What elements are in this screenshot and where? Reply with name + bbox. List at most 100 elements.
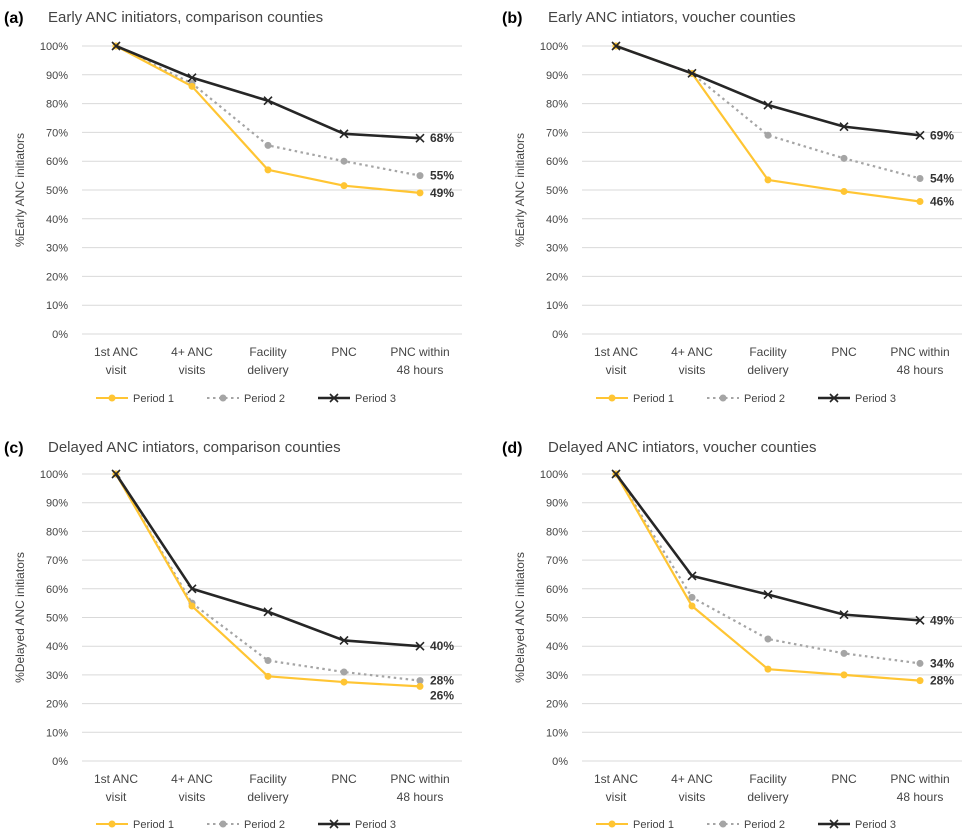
y-tick-label: 80% (46, 99, 68, 111)
y-tick-label: 0% (52, 756, 68, 768)
legend-item-period-3: Period 3 (318, 819, 396, 831)
legend-marker (329, 393, 339, 403)
y-tick-label: 30% (546, 243, 568, 255)
y-tick-label: 30% (46, 243, 68, 255)
y-tick-label: 100% (40, 469, 68, 481)
data-label: 28% (430, 674, 454, 688)
legend-item-period-2: Period 2 (707, 393, 785, 405)
data-point (416, 189, 424, 197)
legend-label: Period 2 (744, 819, 785, 831)
data-point (264, 672, 272, 680)
legend: Period 1 Period 2 Period 3 (596, 819, 896, 831)
legend-marker (829, 393, 839, 403)
data-point (264, 657, 272, 665)
data-label: 54% (930, 171, 954, 185)
y-tick-label: 20% (46, 271, 68, 283)
x-tick-label: PNC (831, 345, 857, 359)
y-tick-label: 50% (46, 185, 68, 197)
legend-item-period-2: Period 2 (707, 819, 785, 831)
x-tick-label: Facility delivery (747, 772, 788, 804)
y-tick-label: 70% (546, 127, 568, 139)
data-point (263, 607, 273, 617)
y-tick-label: 40% (46, 641, 68, 653)
data-label: 40% (430, 639, 454, 653)
legend-marker (608, 394, 616, 402)
data-point (339, 129, 349, 139)
data-point (263, 96, 273, 106)
y-tick-label: 60% (46, 156, 68, 168)
y-tick-label: 100% (540, 469, 568, 481)
data-point (763, 100, 773, 110)
y-tick-label: 70% (546, 555, 568, 567)
y-tick-label: 90% (546, 70, 568, 82)
y-tick-label: 10% (546, 727, 568, 739)
legend-label: Period 3 (355, 819, 396, 831)
y-tick-label: 90% (46, 498, 68, 510)
series-line (615, 44, 921, 180)
data-point (340, 678, 348, 686)
data-point (187, 584, 197, 594)
data-point (687, 68, 697, 78)
series-2 (612, 470, 924, 667)
data-point (415, 133, 425, 143)
x-tick-label: PNC within 48 hours (390, 772, 449, 804)
y-tick-label: 10% (546, 300, 568, 312)
series-3 (111, 469, 425, 651)
y-tick-label: 50% (546, 185, 568, 197)
chart-title: Early ANC initiators, comparison countie… (48, 9, 323, 26)
series-1 (112, 42, 424, 197)
data-point (187, 73, 197, 83)
y-tick-label: 70% (46, 555, 68, 567)
y-tick-label: 80% (546, 99, 568, 111)
panel-letter: (d) (502, 440, 522, 457)
x-tick-label: 1st ANC visit (94, 345, 138, 377)
x-tick-label: 1st ANC visit (594, 772, 638, 804)
y-tick-label: 30% (546, 670, 568, 682)
data-point (916, 198, 924, 206)
x-tick-label: PNC (331, 345, 357, 359)
data-point (415, 641, 425, 651)
data-point (763, 589, 773, 600)
y-tick-label: 40% (546, 641, 568, 653)
chart-title: Early ANC intiators, voucher counties (548, 9, 796, 26)
legend-item-period-2: Period 2 (207, 393, 285, 405)
legend-label: Period 2 (244, 393, 285, 405)
data-label: 49% (430, 186, 454, 200)
series-3 (111, 41, 425, 143)
series-line (615, 473, 921, 665)
y-tick-label: 50% (46, 613, 68, 625)
data-point (688, 602, 696, 610)
data-label: 28% (930, 674, 954, 688)
data-label: 34% (930, 656, 954, 670)
legend-label: Period 1 (633, 393, 674, 405)
chart-panel-b: (b) Early ANC intiators, voucher counties… (502, 9, 962, 405)
data-point (264, 166, 272, 174)
y-tick-label: 10% (46, 300, 68, 312)
x-tick-label: 4+ ANC visits (171, 345, 213, 377)
legend: Period 1 Period 2 Period 3 (96, 393, 396, 405)
x-tick-label: 4+ ANC visits (171, 772, 213, 804)
legend-label: Period 2 (744, 393, 785, 405)
chart-panel-d: (d) Delayed ANC intiators, voucher counti… (502, 439, 962, 831)
legend: Period 1 Period 2 Period 3 (96, 819, 396, 831)
y-tick-label: 30% (46, 670, 68, 682)
y-tick-label: 90% (546, 498, 568, 510)
legend-item-period-1: Period 1 (96, 393, 174, 405)
x-tick-label: Facility delivery (247, 772, 288, 804)
data-label: 68% (430, 131, 454, 145)
data-label: 49% (930, 613, 954, 627)
x-tick-label: Facility delivery (247, 345, 288, 377)
series-line (115, 473, 421, 688)
y-tick-label: 80% (546, 526, 568, 538)
y-axis-label: %Early ANC initiators (513, 133, 527, 247)
y-axis-label: %Early ANC initiators (13, 133, 27, 247)
x-tick-label: PNC within 48 hours (890, 345, 949, 377)
series-line (615, 44, 921, 137)
y-tick-label: 0% (552, 329, 568, 341)
legend-label: Period 3 (855, 393, 896, 405)
x-tick-label: PNC within 48 hours (890, 772, 949, 804)
data-point (188, 602, 196, 610)
legend-marker (329, 819, 339, 829)
y-tick-label: 0% (52, 329, 68, 341)
